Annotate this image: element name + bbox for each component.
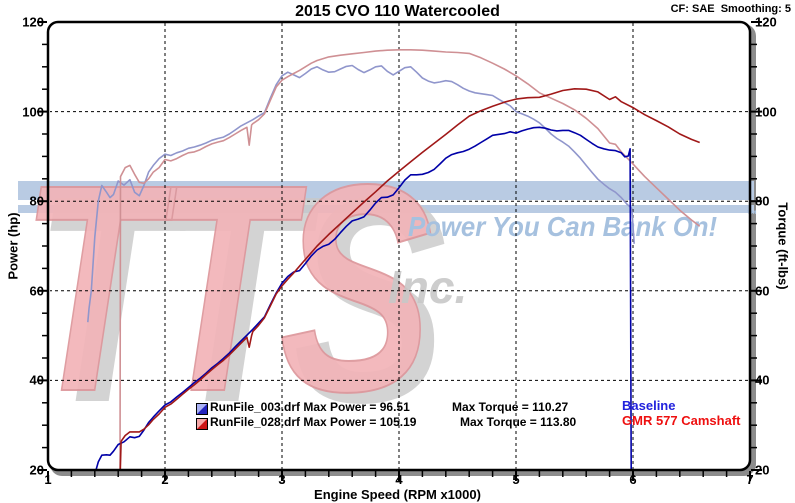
rpm-tick-label: 1: [44, 472, 52, 487]
power-tick-label: 40: [29, 372, 44, 388]
correction-smoothing-label: CF: SAE Smoothing: 5: [670, 3, 791, 15]
torque-tick-label: 40: [755, 372, 770, 388]
torque-tick-label: 120: [755, 14, 777, 30]
power-tick-label: 100: [22, 104, 44, 120]
tts-inc-text: Inc.: [388, 261, 467, 313]
tts-slogan-text: Power You Can Bank On!: [408, 211, 717, 242]
dyno-curves: [87, 48, 701, 469]
trademark-symbol: ™: [746, 209, 757, 221]
gmr-run-legend: RunFile_028.drf Max Power = 105.19: [210, 415, 417, 429]
rpm-axis-label: Engine Speed (RPM x1000): [314, 487, 481, 502]
watermark-stripe-thick: [18, 181, 754, 200]
rpm-tick-label: 3: [278, 472, 286, 487]
watermark-stripe-thin: [18, 205, 754, 213]
baseline-legend-swatch: [196, 403, 208, 415]
plot-frame-border: [46, 20, 752, 472]
power-axis-label: Power (hp): [5, 212, 21, 280]
power-tick-label: 120: [22, 14, 44, 30]
baseline-series-label: Baseline: [622, 398, 676, 413]
torque-axis-label: Torque (ft-lbs): [775, 202, 791, 290]
rpm-tick-label: 7: [746, 472, 754, 487]
torque-tick-label: 20: [755, 462, 770, 478]
torque-tick-label: 80: [755, 193, 770, 209]
gridlines: [50, 23, 748, 469]
gmr-legend-swatch: [196, 418, 208, 430]
rpm-tick-label: 6: [629, 472, 637, 487]
power-tick-label: 20: [29, 462, 44, 478]
rpm-tick-label: 2: [161, 472, 169, 487]
axis-tick-marks: [37, 21, 762, 481]
baseline-max-torque-legend: Max Torque = 110.27: [452, 400, 569, 414]
tts-logo: TTS: [20, 125, 434, 454]
power-tick-label: 80: [29, 193, 44, 209]
rpm-tick-label: 4: [395, 472, 403, 487]
rpm-tick-label: 5: [512, 472, 520, 487]
torque-tick-label: 60: [755, 283, 770, 299]
chart-title: 2015 CVO 110 Watercooled: [295, 3, 500, 20]
baseline-run-legend: RunFile_003.drf Max Power = 96.51: [210, 400, 410, 414]
gmr-max-torque-legend: Max Torque = 113.80: [460, 415, 577, 429]
torque-tick-label: 100: [755, 104, 777, 120]
power-tick-label: 60: [29, 283, 44, 299]
gmr-series-label: GMR 577 Camshaft: [622, 413, 741, 428]
